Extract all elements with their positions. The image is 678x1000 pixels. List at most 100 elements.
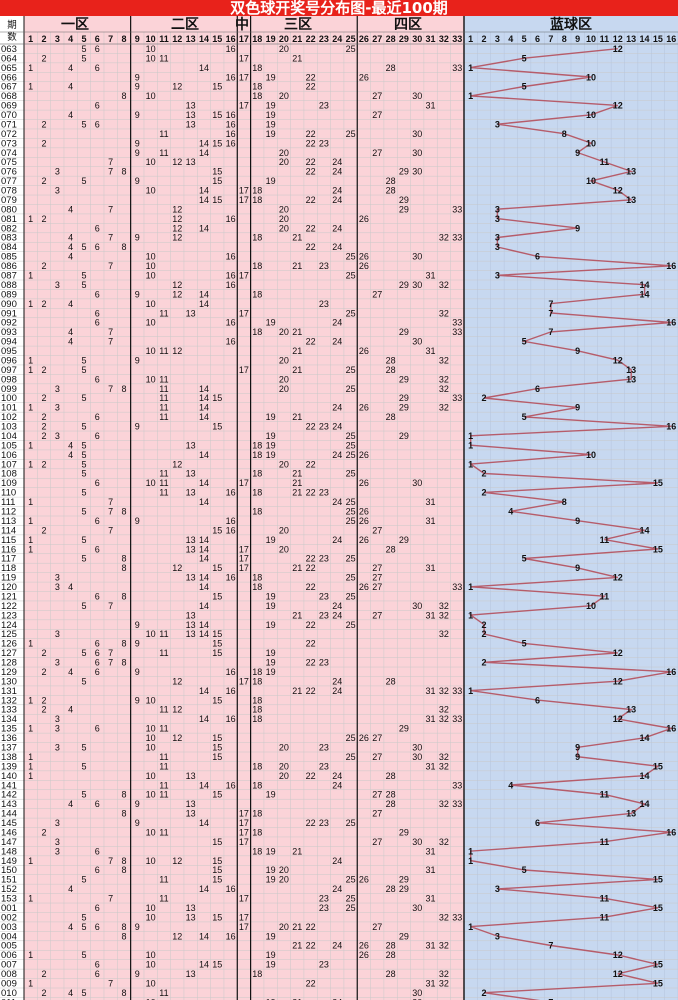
- red-ball-number: 19: [266, 101, 276, 111]
- red-ball-number: 3: [55, 818, 60, 828]
- red-column-header: 11: [159, 34, 169, 44]
- blue-ball-number: 13: [626, 167, 636, 177]
- red-ball-number: 24: [332, 337, 342, 347]
- red-ball-number: 5: [81, 280, 86, 290]
- issue-number: 114: [1, 525, 16, 536]
- red-ball-number: 19: [266, 129, 276, 139]
- blue-ball-marks: 1251105112103810911131012133393361631414…: [468, 44, 676, 1000]
- red-ball-number: 4: [68, 884, 73, 894]
- red-ball-number: 1: [28, 894, 33, 904]
- issue-number: 097: [1, 365, 17, 376]
- blue-column-header: 7: [548, 34, 553, 44]
- red-ball-number: 16: [226, 252, 236, 262]
- issue-number: 065: [1, 63, 17, 74]
- blue-ball-number: 1: [468, 440, 473, 450]
- issue-number: 095: [1, 346, 17, 357]
- red-ball-number: 10: [146, 743, 156, 753]
- blue-column-header: 5: [522, 34, 527, 44]
- red-ball-number: 12: [172, 233, 182, 243]
- issue-number: 116: [1, 544, 16, 555]
- red-ball-number: 11: [159, 469, 168, 479]
- zone-label-3: 三区: [284, 17, 312, 33]
- blue-ball-number: 16: [666, 827, 676, 837]
- red-ball-number: 30: [412, 752, 422, 762]
- red-ball-number: 6: [95, 969, 100, 979]
- blue-ball-number: 3: [495, 271, 500, 281]
- red-ball-number: 12: [172, 289, 182, 299]
- red-ball-number: 8: [121, 563, 126, 573]
- blue-ball-number: 2: [482, 658, 487, 668]
- red-ball-number: 21: [292, 941, 302, 951]
- blue-ball-number: 12: [613, 676, 623, 686]
- blue-ball-number: 2: [482, 988, 487, 998]
- red-ball-number: 30: [412, 478, 422, 488]
- red-ball-number: 3: [55, 743, 60, 753]
- red-ball-number: 26: [359, 516, 369, 526]
- red-ball-number: 23: [319, 591, 329, 601]
- issue-number: 005: [1, 941, 17, 952]
- red-ball-number: 9: [135, 969, 140, 979]
- red-ball-number: 2: [41, 969, 46, 979]
- red-ball-number: 8: [121, 554, 126, 564]
- red-ball-number: 18: [252, 327, 262, 337]
- red-ball-number: 14: [199, 884, 209, 894]
- red-ball-number: 11: [159, 374, 168, 384]
- red-ball-number: 33: [452, 204, 462, 214]
- red-ball-number: 22: [306, 658, 316, 668]
- blue-ball-number: 11: [600, 894, 610, 904]
- red-ball-number: 6: [95, 903, 100, 913]
- red-ball-number: 10: [146, 346, 156, 356]
- red-ball-number: 15: [212, 629, 222, 639]
- red-ball-number: 24: [332, 941, 342, 951]
- red-ball-number: 6: [95, 544, 100, 554]
- issue-number: 006: [1, 950, 17, 961]
- red-ball-number: 16: [226, 129, 236, 139]
- red-ball-number: 30: [412, 167, 422, 177]
- blue-ball-number: 14: [640, 733, 650, 743]
- red-ball-number: 5: [81, 422, 86, 432]
- blue-ball-number: 1: [468, 610, 473, 620]
- red-ball-number: 18: [252, 969, 262, 979]
- red-ball-number: 22: [306, 167, 316, 177]
- red-ball-number: 14: [199, 535, 209, 545]
- red-ball-number: 9: [135, 289, 140, 299]
- red-ball-number: 12: [172, 459, 182, 469]
- issue-number: 096: [1, 355, 17, 366]
- issue-number: 008: [1, 969, 17, 980]
- red-ball-number: 30: [412, 252, 422, 262]
- red-ball-number: 17: [239, 922, 249, 932]
- red-ball-number: 5: [81, 44, 86, 54]
- red-ball-number: 5: [81, 242, 86, 252]
- red-ball-number: 16: [226, 271, 236, 281]
- red-ball-number: 6: [95, 658, 100, 668]
- red-ball-number: 1: [28, 544, 33, 554]
- blue-ball-number: 9: [575, 223, 580, 233]
- red-ball-number: 21: [292, 922, 302, 932]
- red-column-header: 20: [279, 34, 289, 44]
- red-ball-number: 7: [108, 204, 113, 214]
- red-ball-number: 15: [212, 195, 222, 205]
- red-ball-number: 29: [399, 393, 409, 403]
- red-ball-number: 24: [332, 497, 342, 507]
- red-ball-number: 25: [346, 903, 356, 913]
- red-ball-number: 25: [346, 507, 356, 517]
- red-ball-number: 21: [292, 478, 302, 488]
- red-ball-number: 3: [55, 384, 60, 394]
- issue-number: 080: [1, 204, 17, 215]
- red-ball-number: 20: [279, 384, 289, 394]
- red-ball-number: 2: [41, 299, 46, 309]
- red-ball-number: 19: [266, 440, 276, 450]
- blue-ball-number: 15: [653, 979, 663, 989]
- issue-number: 148: [1, 846, 17, 857]
- red-ball-number: 20: [279, 761, 289, 771]
- issue-number: 132: [1, 695, 17, 706]
- red-ball-number: 11: [159, 790, 168, 800]
- red-ball-number: 9: [135, 818, 140, 828]
- red-ball-number: 22: [306, 488, 316, 498]
- issue-number: 130: [1, 676, 17, 687]
- blue-ball-number: 5: [522, 639, 527, 649]
- issue-number: 081: [1, 214, 17, 225]
- issue-number: 135: [1, 724, 17, 735]
- red-ball-number: 23: [319, 761, 329, 771]
- red-ball-number: 29: [399, 195, 409, 205]
